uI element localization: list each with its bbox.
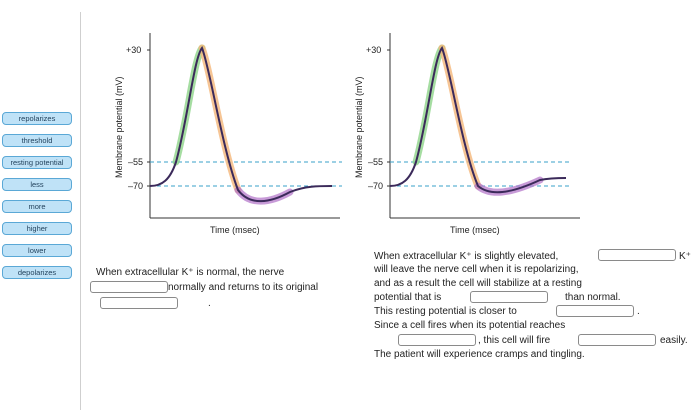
y-axis-title: Membrane potential (mV) (114, 76, 124, 178)
question-elevated-line6: Since a cell fires when its potential re… (374, 320, 566, 331)
y-tick-plus30: +30 (126, 45, 142, 55)
answer-chip-repolarizes[interactable]: repolarizes (2, 112, 72, 125)
question-normal-line2: normally and returns to its original (168, 282, 319, 293)
y-tick-minus55: –55 (128, 157, 144, 167)
y-axis-title: Membrane potential (mV) (354, 76, 364, 178)
answer-chip-depolarizes[interactable]: depolarizes (2, 266, 72, 279)
answer-blank-5[interactable] (556, 305, 634, 317)
answer-blank-6[interactable] (398, 334, 476, 346)
question-normal-line1: When extracellular K⁺ is normal, the ner… (96, 267, 285, 278)
question-elevated-line4b: than normal. (565, 292, 621, 303)
question-elevated-line3: and as a result the cell will stabilize … (374, 278, 582, 289)
question-elevated-k-ion: K⁺ (679, 251, 691, 262)
x-axis-title: Time (msec) (450, 225, 500, 235)
panel-divider (80, 12, 81, 410)
question-elevated-line2: will leave the nerve cell when it is rep… (374, 264, 579, 275)
question-elevated-line5-period: . (637, 306, 640, 317)
x-axis-title: Time (msec) (210, 225, 260, 235)
action-potential-graph-normal: +30 –55 –70 Membrane potential (mV) Time… (110, 28, 350, 238)
answer-blank-2[interactable] (100, 297, 178, 309)
y-tick-minus70: –70 (368, 181, 384, 191)
answer-chip-threshold[interactable]: threshold (2, 134, 72, 147)
answer-blank-7[interactable] (578, 334, 656, 346)
question-elevated-line7b: easily. (660, 335, 688, 346)
action-potential-graph-elevated: +30 –55 –70 Membrane potential (mV) Time… (350, 28, 590, 238)
question-elevated-line5: This resting potential is closer to (374, 306, 517, 317)
answer-chip-less[interactable]: less (2, 178, 72, 191)
answer-chip-more[interactable]: more (2, 200, 72, 213)
graph-elevated-plot (387, 33, 580, 219)
graph-normal-plot (147, 33, 342, 219)
question-elevated-line8: The patient will experience cramps and t… (374, 349, 585, 360)
y-tick-minus55: –55 (368, 157, 384, 167)
question-elevated-line1: When extracellular K⁺ is slightly elevat… (374, 251, 559, 262)
y-tick-minus70: –70 (128, 181, 144, 191)
question-elevated-line7a: , this cell will fire (478, 335, 551, 346)
question-normal-period: . (208, 298, 211, 309)
answer-chip-higher[interactable]: higher (2, 222, 72, 235)
answer-chip-lower[interactable]: lower (2, 244, 72, 257)
answer-chip-resting-potential[interactable]: resting potential (2, 156, 72, 169)
answer-blank-4[interactable] (470, 291, 548, 303)
answer-blank-1[interactable] (90, 281, 168, 293)
answer-blank-3[interactable] (598, 249, 676, 261)
question-elevated-line4a: potential that is (374, 292, 442, 303)
y-tick-plus30: +30 (366, 45, 382, 55)
